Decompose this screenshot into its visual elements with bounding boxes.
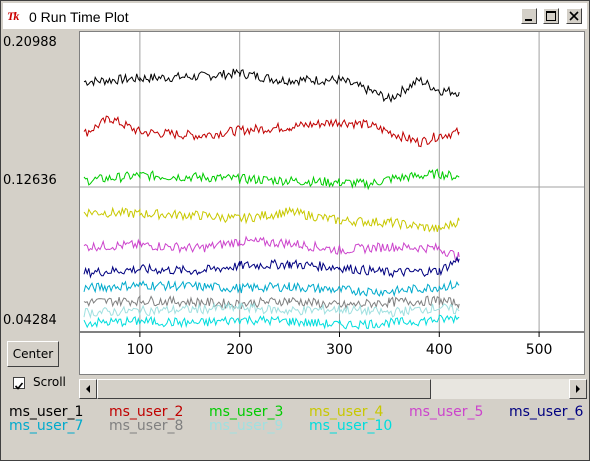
legend-item-ms_user_1: ms_user_1 <box>9 404 84 420</box>
tk-icon: Tk <box>7 9 19 23</box>
legend-item-ms_user_4: ms_user_4 <box>309 404 384 420</box>
legend-item-ms_user_5: ms_user_5 <box>409 404 484 420</box>
x-tick-label: 500 <box>526 342 553 358</box>
scroll-label: Scroll <box>33 375 66 389</box>
legend-item-ms_user_9: ms_user_9 <box>209 418 284 434</box>
legend-item-ms_user_8: ms_user_8 <box>109 418 184 434</box>
x-tick-label: 200 <box>226 342 253 358</box>
close-icon <box>569 11 579 21</box>
series-line-ms_user_5 <box>83 235 460 262</box>
checkmark-icon <box>14 382 24 390</box>
x-tick-label: 300 <box>326 342 353 358</box>
left-arrow-icon <box>86 385 90 393</box>
close-button[interactable] <box>566 8 582 24</box>
horizontal-scrollbar[interactable] <box>79 379 587 399</box>
line-chart: 100 200 300 400 500 <box>80 32 584 358</box>
scrollbar-thumb[interactable] <box>97 379 431 399</box>
series-line-ms_user_2 <box>83 115 460 148</box>
maximize-icon <box>546 11 556 21</box>
right-arrow-icon <box>576 385 580 393</box>
series-line-ms_user_6 <box>83 256 460 279</box>
legend-item-ms_user_6: ms_user_6 <box>509 404 584 420</box>
series-line-ms_user_3 <box>83 168 460 191</box>
center-button[interactable]: Center <box>7 341 59 367</box>
plot-area: 100 200 300 400 500 <box>79 31 585 375</box>
y-tick-label-bottom: 0.04284 <box>3 313 57 328</box>
scroll-left-button[interactable] <box>79 379 97 399</box>
series-line-ms_user_8 <box>83 294 460 310</box>
scroll-right-button[interactable] <box>569 379 587 399</box>
series-line-ms_user_4 <box>83 206 460 233</box>
legend-item-ms_user_10: ms_user_10 <box>309 418 393 434</box>
x-tick-label: 100 <box>127 342 154 358</box>
legend-item-ms_user_2: ms_user_2 <box>109 404 184 420</box>
legend-item-ms_user_3: ms_user_3 <box>209 404 284 420</box>
minimize-button[interactable] <box>521 8 537 24</box>
series-line-ms_user_1 <box>83 68 460 103</box>
scroll-checkbox[interactable] <box>13 377 25 390</box>
x-tick-label: 400 <box>426 342 453 358</box>
legend-item-ms_user_7: ms_user_7 <box>9 418 84 434</box>
series-line-ms_user_9 <box>83 301 460 319</box>
series-line-ms_user_7 <box>83 279 460 298</box>
title-bar: Tk 0 Run Time Plot <box>3 3 587 29</box>
window-title: 0 Run Time Plot <box>29 9 129 25</box>
series-line-ms_user_10 <box>83 314 460 330</box>
minimize-icon <box>525 19 532 21</box>
y-tick-label-top: 0.20988 <box>3 35 57 50</box>
maximize-button[interactable] <box>543 8 559 24</box>
y-tick-label-middle: 0.12636 <box>3 173 57 188</box>
